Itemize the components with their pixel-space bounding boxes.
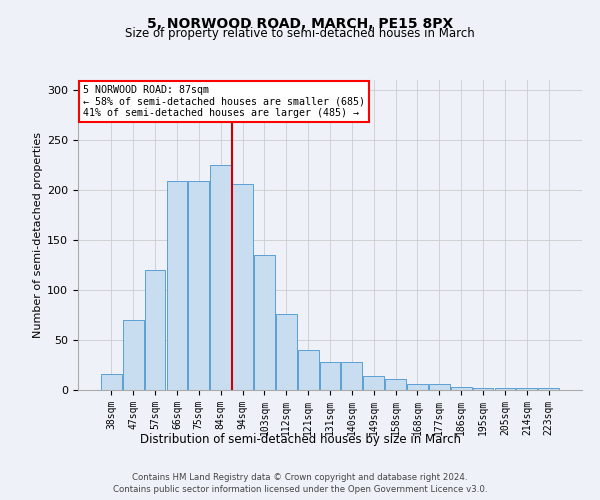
Bar (276, 314, 296, 390)
Bar (210, 165, 231, 390)
Bar (101, 374, 122, 390)
Y-axis label: Number of semi-detached properties: Number of semi-detached properties (33, 132, 43, 338)
Text: Size of property relative to semi-detached houses in March: Size of property relative to semi-detach… (125, 28, 475, 40)
Bar (517, 388, 537, 390)
Bar (429, 384, 450, 390)
Bar (494, 388, 515, 390)
Bar (123, 320, 143, 390)
Bar (254, 255, 275, 390)
Bar (538, 388, 559, 390)
Text: 5 NORWOOD ROAD: 87sqm
← 58% of semi-detached houses are smaller (685)
41% of sem: 5 NORWOOD ROAD: 87sqm ← 58% of semi-deta… (83, 84, 365, 118)
Bar (188, 181, 209, 390)
Bar (473, 388, 493, 390)
Bar (167, 181, 187, 390)
Text: 5, NORWOOD ROAD, MARCH, PE15 8PX: 5, NORWOOD ROAD, MARCH, PE15 8PX (147, 18, 453, 32)
Bar (320, 362, 340, 390)
Bar (298, 350, 319, 390)
Bar (385, 379, 406, 390)
Text: Contains HM Land Registry data © Crown copyright and database right 2024.: Contains HM Land Registry data © Crown c… (132, 472, 468, 482)
Bar (407, 384, 428, 390)
Bar (232, 184, 253, 390)
Bar (341, 362, 362, 390)
Text: Distribution of semi-detached houses by size in March: Distribution of semi-detached houses by … (139, 432, 461, 446)
Bar (451, 387, 472, 390)
Bar (145, 270, 166, 390)
Bar (364, 376, 384, 390)
Text: Contains public sector information licensed under the Open Government Licence v3: Contains public sector information licen… (113, 485, 487, 494)
